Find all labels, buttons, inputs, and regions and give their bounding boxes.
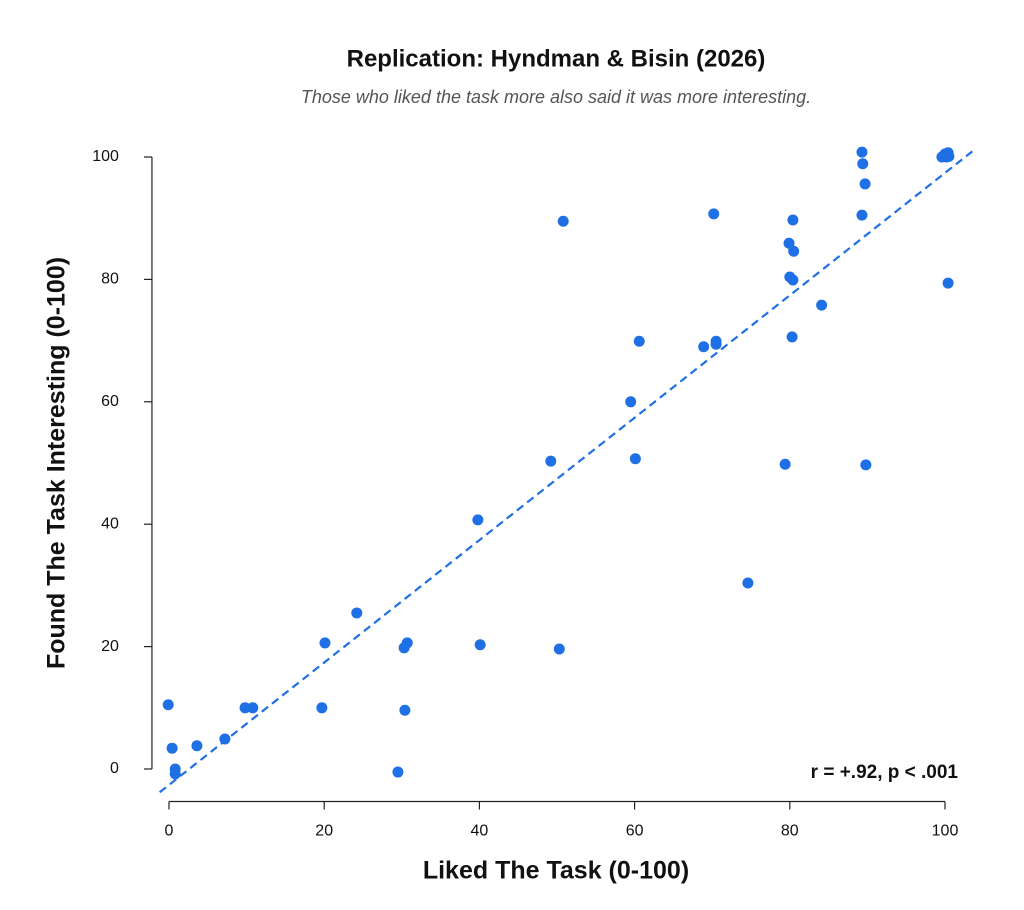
point (625, 396, 637, 408)
point (392, 766, 404, 778)
point (169, 768, 181, 780)
point (166, 742, 178, 754)
point (545, 455, 557, 467)
point (162, 699, 174, 711)
point (708, 208, 720, 220)
point (710, 335, 722, 347)
point (316, 702, 328, 714)
point (239, 702, 251, 714)
point (788, 245, 800, 257)
point (472, 514, 484, 526)
point (399, 704, 411, 716)
y-tick-label: 0 (110, 760, 119, 777)
point (557, 215, 569, 227)
point (191, 740, 203, 752)
point (786, 331, 798, 343)
point (787, 214, 799, 226)
point (783, 237, 795, 249)
point (787, 274, 799, 286)
x-tick-label: 80 (781, 823, 799, 840)
point (742, 577, 754, 589)
point (401, 637, 413, 649)
y-tick-label: 100 (92, 148, 119, 165)
point (319, 637, 331, 649)
point (553, 643, 565, 655)
point (474, 639, 486, 651)
point (857, 158, 869, 170)
y-tick-label: 60 (101, 393, 119, 410)
chart-subtitle: Those who liked the task more also said … (301, 87, 811, 107)
x-axis-label: Liked The Task (0-100) (423, 857, 689, 885)
y-axis-label: Found The Task Interesting (0-100) (43, 257, 71, 669)
point (860, 459, 872, 471)
y-tick-label: 20 (101, 638, 119, 655)
x-tick-label: 0 (165, 823, 174, 840)
chart-title: Replication: Hyndman & Bisin (2026) (347, 45, 766, 72)
point (859, 178, 871, 190)
y-tick-label: 40 (101, 515, 119, 532)
x-tick-label: 40 (471, 823, 489, 840)
point (698, 341, 710, 353)
point (779, 458, 791, 470)
x-tick-label: 60 (626, 823, 644, 840)
trend-line (159, 148, 976, 794)
point (633, 335, 645, 347)
point (856, 209, 868, 221)
point (247, 702, 259, 714)
point (351, 607, 363, 619)
point (219, 733, 231, 745)
point (943, 150, 955, 162)
point (629, 453, 641, 465)
point (816, 299, 828, 311)
x-tick-label: 20 (315, 823, 333, 840)
annotation: r = +.92, p < .001 (811, 762, 959, 783)
point (856, 146, 868, 158)
y-tick-label: 80 (101, 271, 119, 288)
point (942, 277, 954, 289)
x-tick-label: 100 (932, 823, 959, 840)
